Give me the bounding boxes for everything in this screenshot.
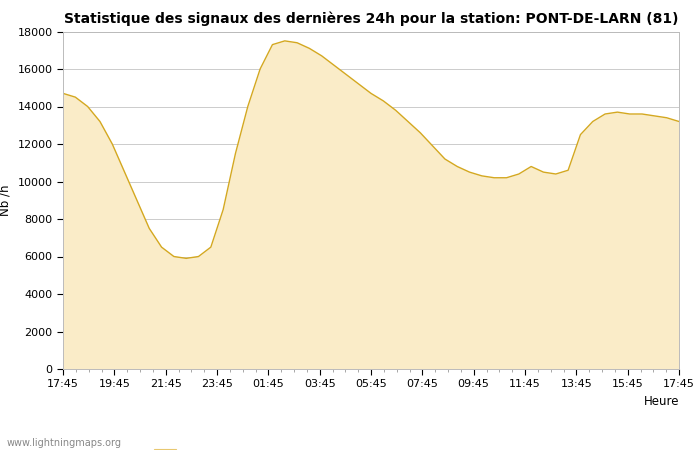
Text: www.lightningmaps.org: www.lightningmaps.org: [7, 438, 122, 448]
Y-axis label: Nb /h: Nb /h: [0, 184, 12, 216]
Title: Statistique des signaux des dernières 24h pour la station: PONT-DE-LARN (81): Statistique des signaux des dernières 24…: [64, 12, 678, 26]
Legend: Moyenne des signaux par station, Signaux de PONT-DE-LARN (81): Moyenne des signaux par station, Signaux…: [149, 445, 593, 450]
X-axis label: Heure: Heure: [643, 395, 679, 408]
